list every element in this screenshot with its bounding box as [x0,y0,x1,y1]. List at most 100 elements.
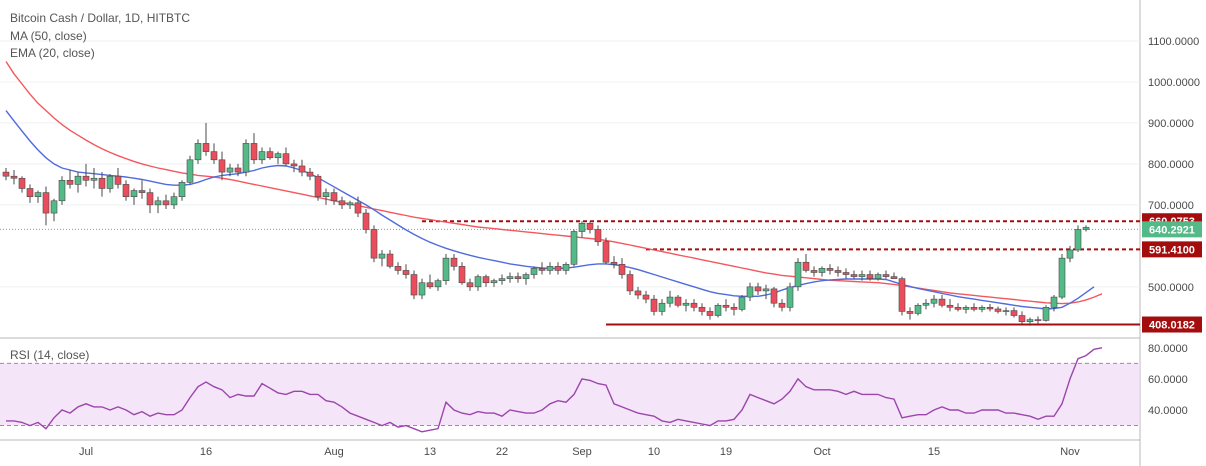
candle [882,270,890,279]
candle-body [546,266,554,271]
candle [514,272,522,283]
ema-legend: EMA (20, close) [10,46,95,60]
resistance-591-tag: 591.4100 [1149,244,1195,256]
candle [946,299,954,312]
time-tick-label: 15 [928,446,940,458]
candle [706,307,714,320]
candle [922,299,930,310]
last-price-tag: 640.2921 [1149,224,1195,236]
candle-body [778,302,786,308]
ma-legend: MA (50, close) [10,29,87,43]
candle [562,262,570,275]
candle [138,180,146,199]
candle-body [802,261,810,271]
candle [906,307,914,320]
candle [466,278,474,291]
rsi-series-line [6,347,1103,433]
candle-body [90,177,98,181]
candle [610,256,618,269]
candle [754,282,762,296]
candle-body [242,143,250,173]
candle-body [10,175,18,179]
candle-body [1018,315,1026,322]
candle [794,258,802,291]
candle-body [106,175,114,189]
candle [802,254,810,273]
candle [810,266,818,277]
candle-body [1074,229,1082,251]
candle-body [882,274,890,277]
candle-body [322,192,330,197]
candle [66,170,74,189]
candle-body [354,202,362,214]
candle-body [594,229,602,243]
candle-body [114,175,122,185]
price-tick-label: 800.0000 [1148,159,1194,171]
candle [18,176,26,193]
candle-body [506,276,514,279]
candle [698,303,706,316]
candle-body [570,231,578,265]
candle-body [282,153,290,165]
candle [410,270,418,300]
candle-body [794,261,802,288]
candle [594,225,602,246]
candle-body [346,202,354,206]
candle [826,264,834,275]
candle [954,303,962,312]
candle [354,196,362,218]
candle [986,304,994,312]
candle-body [754,286,762,292]
candle-body [666,296,674,304]
candle-body [154,200,162,206]
chart-title: Bitcoin Cash / Dollar, 1D, HITBTC [10,11,191,25]
candle-body [186,159,194,183]
candle-body [498,278,506,281]
candle [1010,307,1018,318]
candle-body [602,241,610,263]
candle [658,299,666,316]
candle-body [290,163,298,167]
candle [98,172,106,197]
candle [50,198,58,222]
ema-series-line [5,110,1095,310]
candle-body [474,276,482,288]
candle [1050,295,1058,312]
rsi-tick-label: 80.0000 [1148,343,1188,355]
candle-body [650,298,658,312]
candle-body [898,278,906,312]
candle [458,262,466,285]
candle-body [922,302,930,306]
candle [154,196,162,214]
candle-body [250,143,258,161]
candle [522,272,530,285]
candle-body [234,167,242,173]
candle [90,168,98,189]
candle [866,270,874,281]
candle-body [698,307,706,312]
candle-body [1082,227,1090,230]
candle-body [178,182,186,197]
candle-body [434,280,442,288]
candle-body [26,188,34,197]
candle-body [858,274,866,277]
axes: 1100.0000 1000.0000 900.0000 800.0000 700.00… [79,36,1200,458]
candle-body [746,286,754,298]
candle-body [994,308,1002,312]
price-tick-label: 700.0000 [1148,200,1194,212]
ema-line [5,110,1095,310]
candle [106,174,114,193]
candle-body [338,200,346,206]
candle [874,272,882,281]
candle-body [1034,319,1042,321]
candle [442,254,450,285]
candle-body [130,190,138,197]
price-tick-label: 1000.0000 [1148,77,1200,89]
candle [834,266,842,277]
candle-body [554,266,562,271]
candle [970,303,978,312]
candle [282,147,290,166]
candle-body [762,288,770,292]
candle-body [682,302,690,306]
